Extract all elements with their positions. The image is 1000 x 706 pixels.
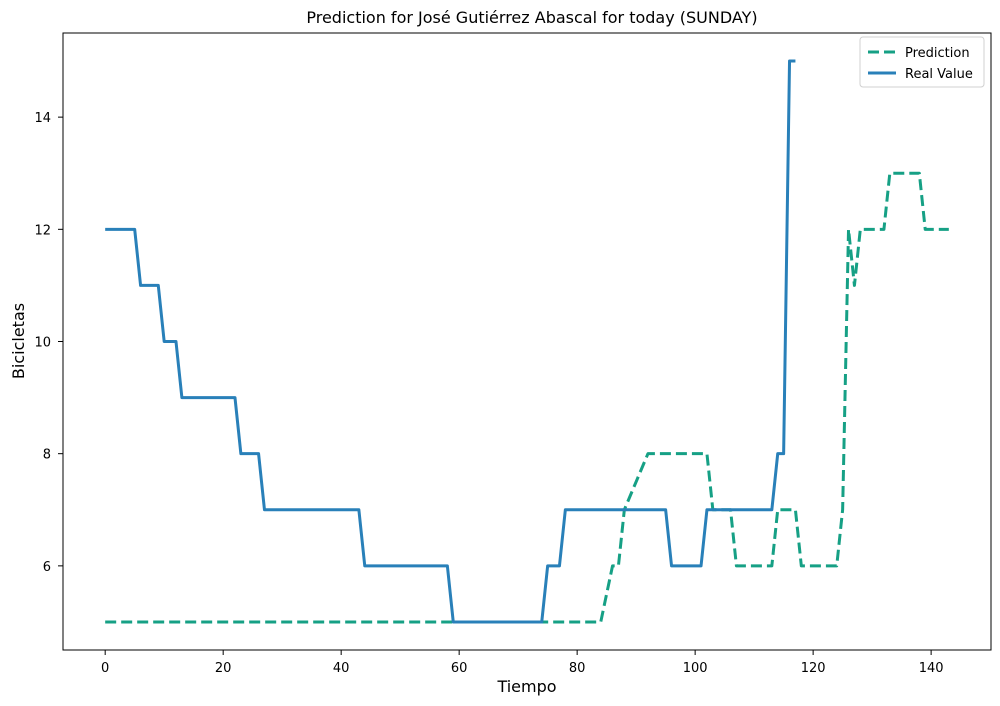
y-tick-label: 8 xyxy=(43,448,51,463)
y-tick-label: 6 xyxy=(43,560,51,575)
legend: Prediction Real Value xyxy=(859,36,985,88)
x-tick-label: 40 xyxy=(333,661,350,676)
plot-frame xyxy=(62,32,992,651)
y-tick-label: 12 xyxy=(34,223,51,238)
series-layer xyxy=(105,59,949,624)
x-tick-label: 100 xyxy=(683,661,708,676)
x-tick-label: 120 xyxy=(801,661,826,676)
x-tick-label: 20 xyxy=(215,661,232,676)
series-line-real-value xyxy=(105,59,796,624)
x-tick-label: 140 xyxy=(919,661,944,676)
legend-label: Real Value xyxy=(905,67,973,82)
legend-label: Prediction xyxy=(905,46,970,61)
y-tick-label: 14 xyxy=(34,111,51,126)
x-axis-title: Tiempo xyxy=(496,677,556,696)
x-tick-label: 60 xyxy=(451,661,468,676)
y-axis-title: Bicicletas xyxy=(9,303,28,379)
chart-title: Prediction for José Gutiérrez Abascal fo… xyxy=(306,8,757,27)
y-tick-label: 10 xyxy=(34,336,51,351)
axis-ticks: 0 20 40 60 80 100 120 140 6 8 10 12 14 xyxy=(34,111,943,676)
x-tick-label: 0 xyxy=(101,661,109,676)
x-tick-label: 80 xyxy=(569,661,586,676)
